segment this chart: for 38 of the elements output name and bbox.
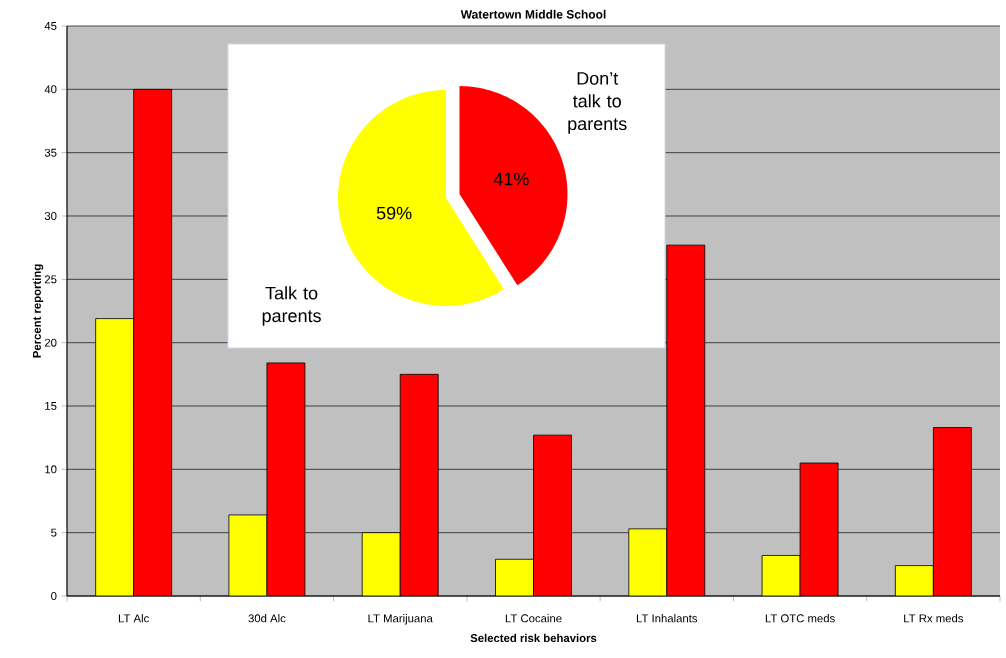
data-label: 41%: [493, 172, 529, 186]
y-tick-label: 10: [45, 465, 57, 474]
chart-title: Watertown Middle School: [460, 9, 606, 19]
x-axis-title: Selected risk behaviors: [470, 633, 597, 643]
x-tick-label: 30d Alc: [248, 614, 286, 623]
y-tick-label: 20: [44, 338, 57, 347]
bar: [133, 89, 172, 596]
bar: [894, 565, 934, 596]
bar: [533, 435, 572, 596]
x-tick-label: LT Marijuana: [368, 614, 433, 625]
y-tick-label: 35: [44, 148, 57, 157]
slice-label: Don’t talk to parents: [568, 72, 627, 134]
x-tick-label: LT Inhalants: [636, 614, 698, 623]
x-tick-label: LT Rx meds: [904, 614, 964, 623]
bar: [932, 427, 972, 596]
y-tick-label: 45: [44, 22, 57, 30]
y-tick-label: 40: [44, 85, 57, 94]
x-tick-label: LT OTC meds: [765, 614, 835, 623]
bar: [495, 559, 534, 596]
y-tick-label: 25: [44, 275, 57, 284]
x-tick-label: LT Alc: [118, 614, 149, 623]
y-tick-label: 0: [51, 592, 57, 601]
data-label: 59%: [376, 206, 412, 220]
bar: [95, 318, 134, 596]
bar: [762, 555, 801, 596]
bar: [628, 528, 667, 596]
bar: [266, 362, 305, 596]
y-tick-label: 5: [51, 528, 57, 537]
slice-label: Talk to parents: [262, 286, 321, 326]
bar: [400, 374, 439, 596]
bar: [800, 463, 839, 596]
y-tick-label: 30: [44, 212, 57, 221]
y-tick-label: 15: [45, 402, 57, 410]
bar: [666, 245, 705, 596]
y-axis-title: Percent reporting: [32, 264, 44, 358]
x-tick-label: LT Cocaine: [505, 614, 562, 623]
bar: [228, 514, 267, 596]
bar: [362, 532, 401, 596]
